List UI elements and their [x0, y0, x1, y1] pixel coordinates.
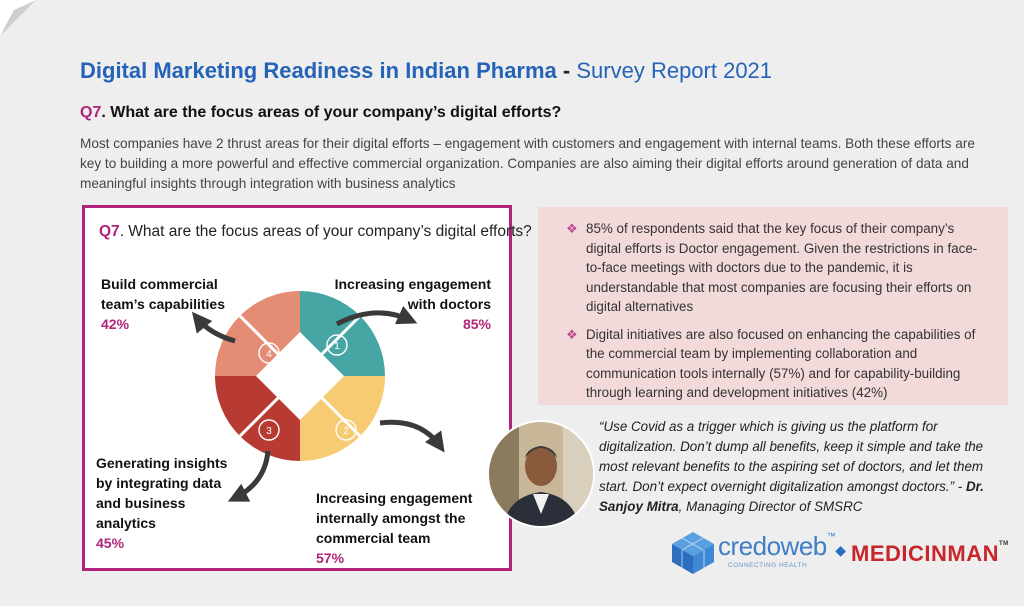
label-segment-4: Build commercial team’s capabilities 42%	[101, 276, 225, 332]
title-main: Digital Marketing Readiness in Indian Ph…	[80, 58, 557, 83]
speaker-photo	[487, 420, 595, 528]
percent-segment-1: 85%	[462, 316, 491, 332]
credoweb-cube-logo-icon	[672, 532, 714, 574]
quote-separator: -	[957, 479, 963, 494]
credoweb-logo-text: credoweb™◆	[718, 531, 846, 561]
quote-text: “Use Covid as a trigger which is giving …	[599, 419, 984, 494]
page-title: Digital Marketing Readiness in Indian Ph…	[80, 58, 772, 84]
speaker-portrait-icon	[489, 422, 593, 526]
credoweb-tagline: CONNECTING HEALTH	[728, 562, 808, 569]
title-dash: -	[562, 58, 571, 83]
arrow-segment-1-icon	[335, 305, 418, 327]
segment-2-number-circle	[335, 419, 357, 441]
percent-segment-4: 42%	[101, 316, 130, 332]
focus-areas-panel: Q7. What are the focus areas of your com…	[82, 205, 532, 571]
insight-bullet: ❖ 85% of respondents said that the key f…	[566, 221, 978, 314]
segments-circle	[215, 291, 385, 461]
segment-2-number: 2	[343, 426, 349, 437]
quote-author: Dr. Sanjoy Mitra	[599, 479, 984, 514]
question-number: Q7	[80, 104, 102, 121]
segment-1-number-circle	[326, 334, 348, 356]
question-heading: Q7. What are the focus areas of your com…	[80, 104, 561, 122]
percent-segment-3: 45%	[96, 535, 125, 551]
percent-segment-2: 57%	[316, 550, 345, 566]
panel-question: Q7. What are the focus areas of your com…	[99, 222, 533, 242]
segment-4-number-circle	[258, 342, 280, 364]
panel-question-number: Q7	[99, 223, 120, 240]
segment-4-number: 4	[266, 349, 272, 360]
segment-1-number: 1	[334, 341, 340, 352]
arrow-segment-3-icon	[227, 450, 271, 502]
label-segment-1: Increasing engagement with doctors 85%	[321, 274, 491, 334]
speaker-quote: “Use Covid as a trigger which is giving …	[599, 417, 1009, 517]
insight-bullet: ❖ Digital initiatives are also focused o…	[566, 326, 976, 401]
label-segment-3: Generating insights by integrating data …	[96, 455, 228, 551]
segment-3-number: 3	[266, 426, 272, 437]
diamond-bullet-icon: ❖	[566, 326, 578, 342]
question-text: . What are the focus areas of your compa…	[101, 104, 562, 121]
diamond-bullet-icon: ❖	[566, 221, 578, 236]
label-segment-2: Increasing engagement internally amongst…	[316, 490, 473, 566]
intro-paragraph: Most companies have 2 thrust areas for t…	[80, 136, 975, 191]
focus-areas-diagram: 4 1 2 3	[191, 291, 445, 502]
panel-question-text: . What are the focus areas of your compa…	[119, 223, 532, 240]
title-subtitle: Survey Report 2021	[576, 58, 773, 83]
medicinman-logo: MEDICINMANTM	[851, 541, 1009, 566]
credoweb-diamond-icon: ◆	[835, 542, 846, 558]
segment-3-number-circle	[258, 419, 280, 441]
insights-box: ❖ 85% of respondents said that the key f…	[538, 207, 1008, 405]
arrow-segment-2-icon	[379, 419, 445, 453]
arrow-segment-4-icon	[191, 311, 236, 344]
quote-author-role: , Managing Director of SMSRC	[678, 499, 863, 514]
page-corner-fold-icon	[0, 0, 36, 36]
